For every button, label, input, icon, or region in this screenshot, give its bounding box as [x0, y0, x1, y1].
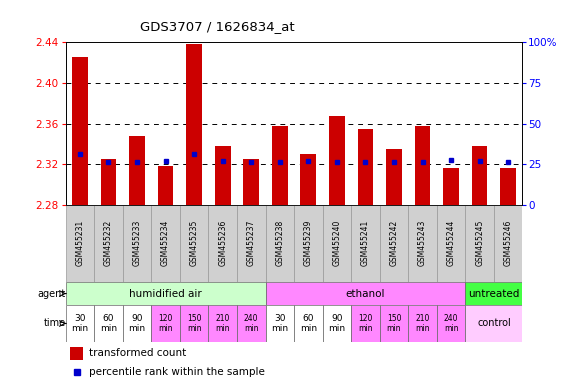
Bar — [415, 126, 431, 205]
Text: GSM455241: GSM455241 — [361, 220, 370, 266]
Bar — [94, 205, 123, 282]
Bar — [70, 347, 83, 360]
Bar — [294, 305, 323, 342]
Bar — [94, 305, 123, 342]
Bar — [186, 44, 202, 205]
Bar — [72, 58, 88, 205]
Bar — [323, 205, 351, 282]
Bar — [266, 282, 465, 305]
Bar — [272, 126, 288, 205]
Text: 150
min: 150 min — [187, 314, 202, 333]
Bar — [443, 168, 459, 205]
Text: GSM455237: GSM455237 — [247, 220, 256, 266]
Bar — [266, 205, 294, 282]
Bar — [294, 205, 323, 282]
Bar — [300, 154, 316, 205]
Bar — [266, 305, 294, 342]
Bar — [380, 305, 408, 342]
Text: GSM455233: GSM455233 — [132, 220, 142, 266]
Bar — [237, 305, 266, 342]
Bar — [180, 305, 208, 342]
Bar — [180, 205, 208, 282]
Bar — [500, 168, 516, 205]
Text: control: control — [477, 318, 511, 328]
Bar — [100, 159, 116, 205]
Bar — [129, 136, 145, 205]
Text: untreated: untreated — [468, 288, 520, 298]
Bar — [243, 159, 259, 205]
Bar — [208, 305, 237, 342]
Bar — [158, 166, 174, 205]
Bar — [151, 305, 180, 342]
Bar — [465, 282, 522, 305]
Text: ethanol: ethanol — [345, 288, 385, 298]
Text: 210
min: 210 min — [215, 314, 230, 333]
Bar — [437, 305, 465, 342]
Bar — [215, 146, 231, 205]
Text: GSM455231: GSM455231 — [75, 220, 85, 266]
Bar — [465, 305, 522, 342]
Text: 60
min: 60 min — [100, 314, 117, 333]
Bar — [408, 205, 437, 282]
Text: 90
min: 90 min — [128, 314, 146, 333]
Bar — [472, 146, 488, 205]
Bar — [66, 305, 94, 342]
Bar — [208, 205, 237, 282]
Text: 240
min: 240 min — [244, 314, 259, 333]
Text: GSM455232: GSM455232 — [104, 220, 113, 266]
Bar — [357, 129, 373, 205]
Text: 120
min: 120 min — [158, 314, 173, 333]
Bar — [123, 305, 151, 342]
Text: GSM455246: GSM455246 — [504, 220, 513, 266]
Text: GDS3707 / 1626834_at: GDS3707 / 1626834_at — [140, 20, 294, 33]
Text: 210
min: 210 min — [415, 314, 430, 333]
Bar — [380, 205, 408, 282]
Text: 150
min: 150 min — [387, 314, 401, 333]
Text: GSM455245: GSM455245 — [475, 220, 484, 266]
Bar — [66, 205, 94, 282]
Text: 60
min: 60 min — [300, 314, 317, 333]
Text: GSM455236: GSM455236 — [218, 220, 227, 266]
Text: 30
min: 30 min — [71, 314, 89, 333]
Text: 30
min: 30 min — [271, 314, 288, 333]
Text: GSM455235: GSM455235 — [190, 220, 199, 266]
Text: 240
min: 240 min — [444, 314, 459, 333]
Bar — [386, 149, 402, 205]
Bar — [329, 116, 345, 205]
Bar — [237, 205, 266, 282]
Bar — [408, 305, 437, 342]
Text: GSM455239: GSM455239 — [304, 220, 313, 266]
Text: 90
min: 90 min — [328, 314, 345, 333]
Text: GSM455244: GSM455244 — [447, 220, 456, 266]
Bar — [351, 205, 380, 282]
Text: GSM455242: GSM455242 — [389, 220, 399, 266]
Bar — [494, 205, 522, 282]
Text: percentile rank within the sample: percentile rank within the sample — [90, 367, 266, 377]
Bar — [66, 282, 266, 305]
Text: GSM455234: GSM455234 — [161, 220, 170, 266]
Bar — [151, 205, 180, 282]
Text: GSM455238: GSM455238 — [275, 220, 284, 266]
Text: 120
min: 120 min — [358, 314, 373, 333]
Text: GSM455240: GSM455240 — [332, 220, 341, 266]
Text: humidified air: humidified air — [129, 288, 202, 298]
Bar — [123, 205, 151, 282]
Text: time: time — [43, 318, 66, 328]
Bar — [465, 205, 494, 282]
Bar — [351, 305, 380, 342]
Bar — [437, 205, 465, 282]
Text: transformed count: transformed count — [90, 348, 187, 358]
Text: GSM455243: GSM455243 — [418, 220, 427, 266]
Bar — [323, 305, 351, 342]
Text: agent: agent — [38, 288, 66, 298]
